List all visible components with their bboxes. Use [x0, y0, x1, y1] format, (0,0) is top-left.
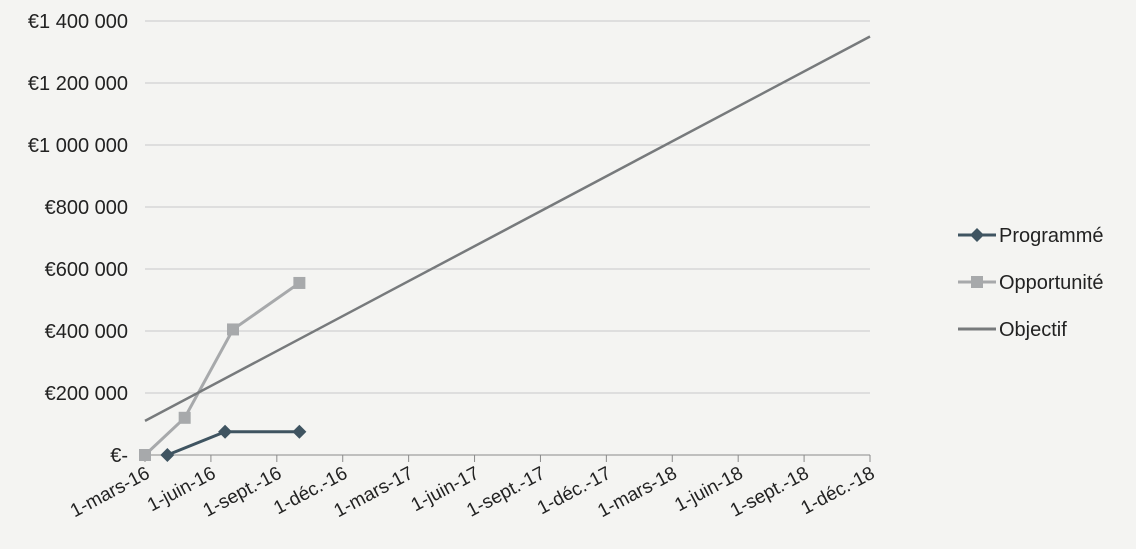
data-point-marker	[227, 323, 240, 336]
series-line	[166, 430, 300, 457]
series-1	[160, 424, 307, 462]
y-tick-label: €1 000 000	[28, 135, 128, 157]
gridlines	[145, 20, 870, 394]
y-tick-label: €800 000	[45, 197, 128, 219]
data-point-marker	[160, 448, 175, 462]
data-point-marker	[178, 411, 191, 424]
legend: Programmé Opportunité Objectif	[958, 225, 1104, 341]
plot-area	[139, 35, 871, 462]
data-point-marker	[139, 449, 151, 461]
series-line	[144, 35, 871, 423]
legend-label: Objectif	[999, 319, 1067, 341]
y-tick-label: €1 400 000	[28, 11, 128, 33]
series-2	[139, 276, 306, 461]
series-3	[144, 35, 871, 423]
y-tick-label: €400 000	[45, 321, 128, 343]
y-tick-label: €600 000	[45, 259, 128, 281]
legend-item: Programmé	[958, 225, 1103, 247]
legend-item: Opportunité	[958, 272, 1104, 294]
data-point-marker	[292, 424, 307, 439]
x-tick-label: 1-mars-16	[67, 463, 153, 522]
legend-marker	[971, 276, 983, 288]
y-tick-label: €1 200 000	[28, 73, 128, 95]
legend-marker	[970, 228, 984, 242]
y-tick-label: €200 000	[45, 383, 128, 405]
x-tick-label: 1-déc.-18	[798, 463, 879, 519]
series-line	[143, 281, 301, 457]
data-point-marker	[218, 424, 233, 439]
legend-label: Opportunité	[999, 272, 1104, 294]
y-tick-label: €-	[110, 445, 128, 467]
legend-item: Objectif	[958, 319, 1067, 341]
legend-label: Programmé	[999, 225, 1103, 247]
data-point-marker	[293, 276, 306, 289]
